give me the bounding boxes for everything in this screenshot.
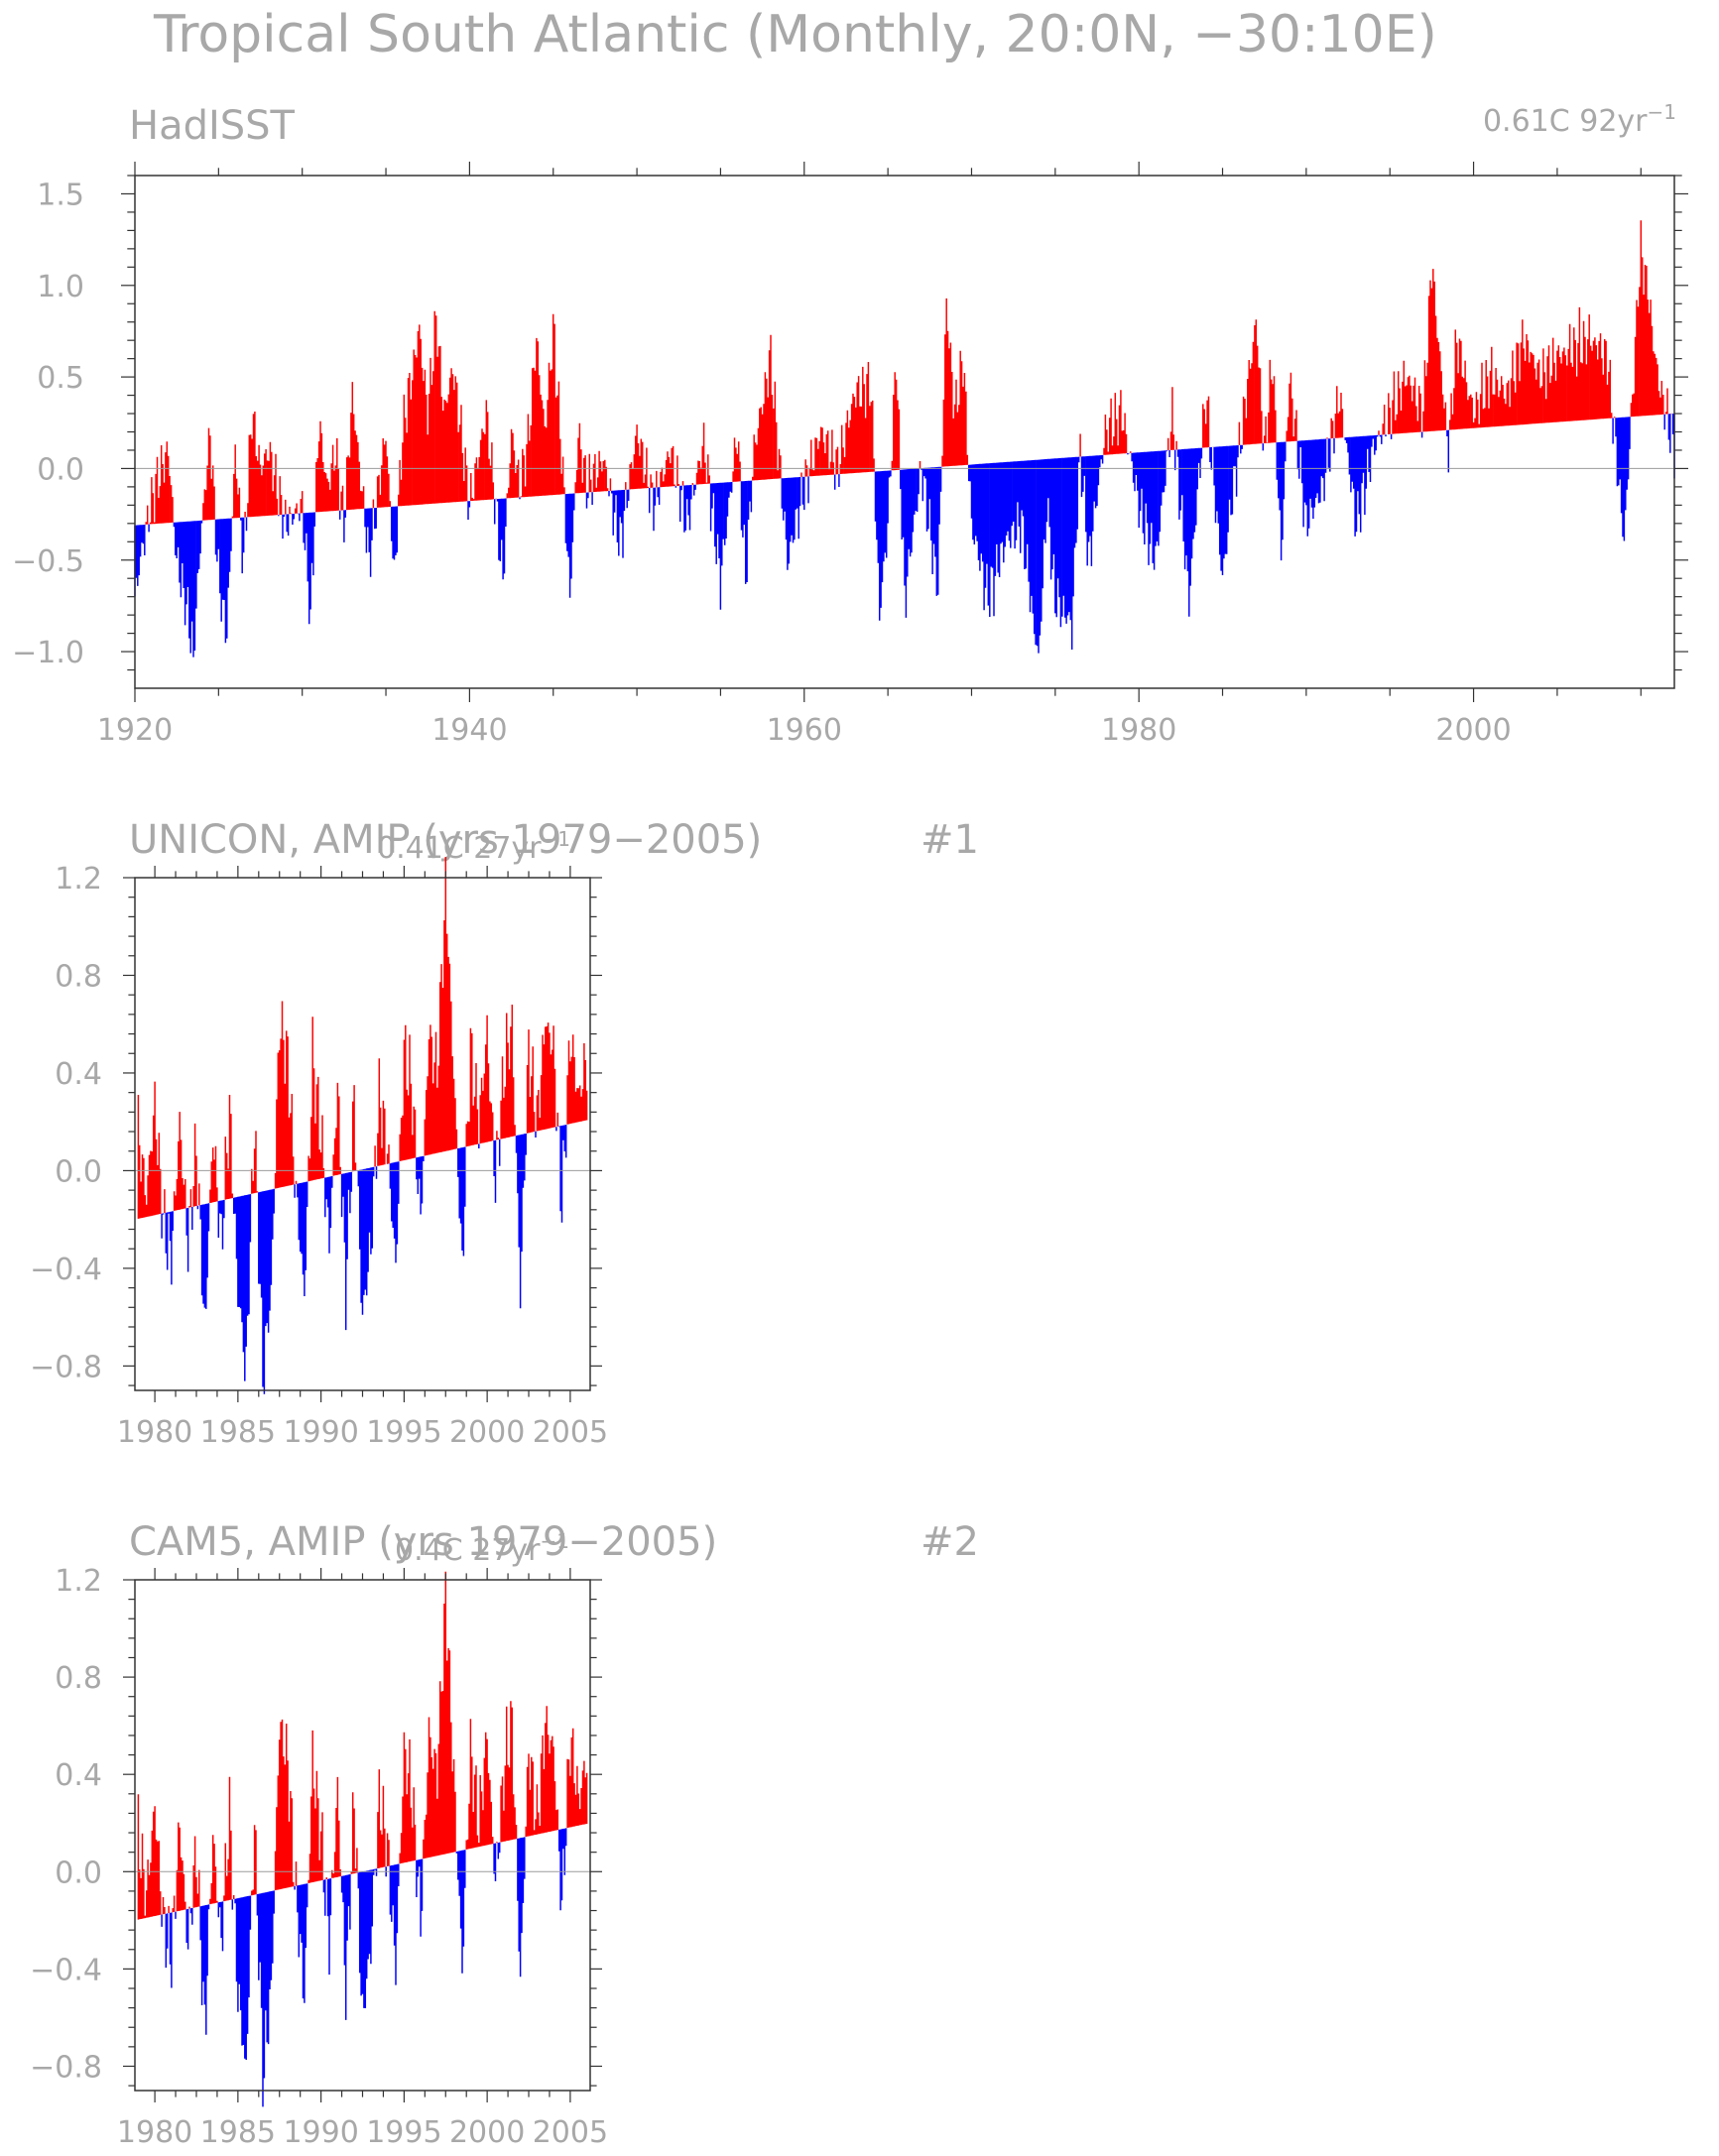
positive-anomaly-bars — [145, 220, 1672, 525]
y-tick-label: 0.4 — [55, 1758, 102, 1793]
y-tick-label: −0.4 — [30, 1953, 102, 1987]
x-tick-label: 1960 — [767, 713, 842, 748]
trend-rate-label: 0.41C 27yr−1 — [377, 827, 570, 866]
x-tick-label: 1980 — [1101, 713, 1176, 748]
y-tick-label: −0.5 — [12, 544, 84, 579]
plot-area: 1.5 1.0 0.5 0.0 −0.5 −1.0 1920 1940 1960 1980 2000 — [12, 162, 1688, 748]
y-tick-label: 1.5 — [37, 178, 84, 212]
y-tick-label: 0.0 — [37, 452, 84, 487]
y-tick-label: −0.8 — [30, 1350, 102, 1384]
x-tick-label: 1995 — [366, 2115, 441, 2150]
panel-title: HadISST — [129, 103, 296, 149]
y-tick-label: −0.4 — [30, 1253, 102, 1287]
x-tick-label: 1980 — [117, 1415, 192, 1450]
panel-cam5: CAM5, AMIP (yrs 1979−2005) #2 0.4C 27yr−… — [30, 1519, 979, 2150]
y-tick-label: 0.4 — [55, 1057, 102, 1092]
positive-anomaly-bars — [137, 1571, 588, 1920]
x-tick-label: 1995 — [366, 1415, 441, 1450]
panel-index: #2 — [921, 1519, 979, 1565]
plot-frame — [134, 175, 1675, 689]
panel-index: #1 — [921, 817, 979, 863]
x-tick-label: 2005 — [533, 2115, 608, 2150]
negative-anomaly-bars — [134, 414, 1675, 658]
trend-rate-label: 0.61C 92yr−1 — [1483, 100, 1676, 139]
panel-title: UNICON, AMIP (yrs 1979−2005) — [129, 817, 762, 863]
y-tick-label: 1.2 — [55, 862, 102, 897]
x-tick-label: 1985 — [200, 2115, 276, 2150]
x-tick-label: 1940 — [431, 713, 507, 748]
x-tick-label: 2000 — [449, 1415, 525, 1450]
y-tick-label: 0.8 — [55, 959, 102, 994]
y-tick-label: 0.0 — [55, 1154, 102, 1189]
x-tick-label: 1985 — [200, 1415, 276, 1450]
panel-hadisst: HadISST 0.61C 92yr−1 1.5 1.0 0.5 0.0 −0.5 −1.… — [12, 100, 1688, 748]
negative-anomaly-bars — [161, 1828, 567, 2107]
y-tick-label: 0.0 — [55, 1856, 102, 1890]
x-tick-label: 2000 — [1435, 713, 1511, 748]
positive-anomaly-bars — [137, 857, 588, 1219]
y-tick-label: 1.2 — [55, 1564, 102, 1599]
y-tick-label: 1.0 — [37, 270, 84, 304]
plot-area: 1.2 0.8 0.4 0.0 −0.4 −0.8 1980 1985 1990 1995 2000… — [30, 857, 608, 1450]
negative-anomaly-bars — [161, 1125, 567, 1394]
x-tick-label: 1990 — [283, 2115, 358, 2150]
panel-unicon: UNICON, AMIP (yrs 1979−2005) #1 0.41C 27… — [30, 817, 979, 1450]
y-tick-label: 0.5 — [37, 361, 84, 396]
plot-frame — [134, 1579, 591, 2092]
y-tick-label: −0.8 — [30, 2050, 102, 2085]
x-tick-label: 2000 — [449, 2115, 525, 2150]
figure-title: Tropical South Atlantic (Monthly, 20:0N,… — [153, 5, 1437, 64]
plot-area: 1.2 0.8 0.4 0.0 −0.4 −0.8 1980 1985 1990 1995 2000… — [30, 1564, 608, 2150]
y-tick-label: 0.8 — [55, 1661, 102, 1696]
x-tick-label: 1990 — [283, 1415, 358, 1450]
x-tick-label: 1980 — [117, 2115, 192, 2150]
x-tick-label: 1920 — [97, 713, 173, 748]
y-tick-label: −1.0 — [12, 636, 84, 670]
x-tick-label: 2005 — [533, 1415, 608, 1450]
panel-title: CAM5, AMIP (yrs 1979−2005) — [129, 1519, 717, 1565]
trend-rate-label: 0.4C 27yr−1 — [395, 1529, 569, 1568]
